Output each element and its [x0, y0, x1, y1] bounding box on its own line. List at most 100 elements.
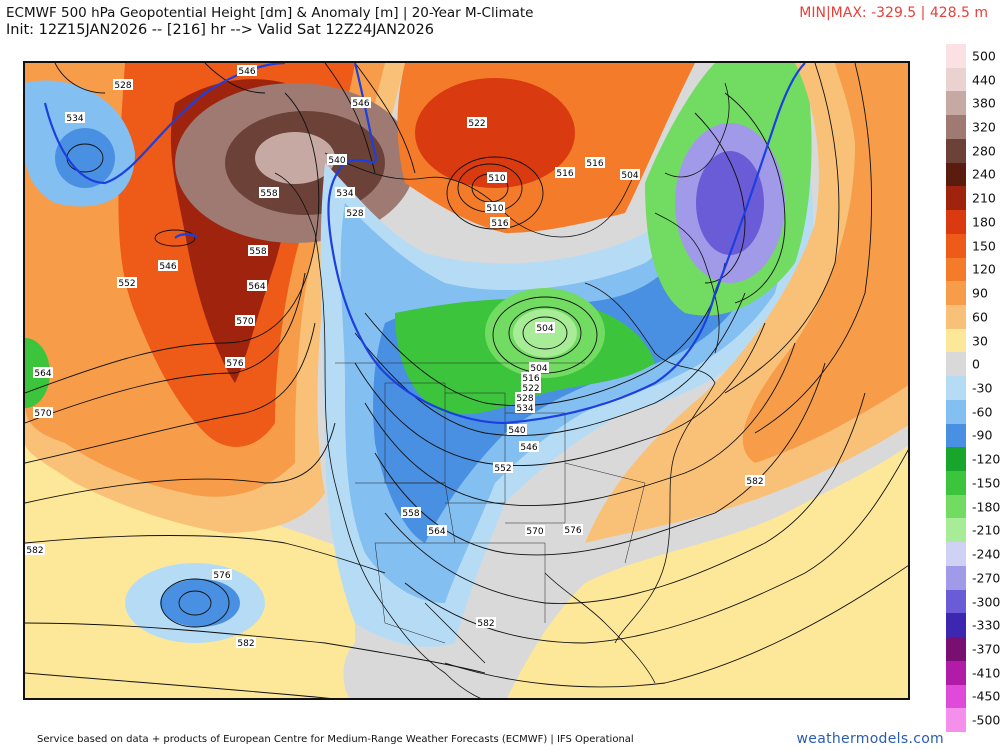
colorbar-tick-label: 280: [972, 143, 996, 159]
colorbar-swatch: [946, 518, 966, 543]
contour-label-bg: [236, 637, 256, 648]
contour-label: 576: [213, 571, 230, 581]
contour-label-bg: [158, 260, 178, 271]
contour-label-bg: [65, 112, 85, 123]
colorbar-swatch: [946, 423, 966, 448]
contour-label: 582: [26, 546, 43, 556]
colorbar-tick-label: -150: [972, 475, 1000, 491]
colorbar-swatch: [946, 162, 966, 187]
contour-label-bg: [467, 117, 487, 128]
contour-label-bg: [235, 315, 255, 326]
colorbar-swatch: [946, 684, 966, 709]
contour-labels: 5285465345405465585225165105165165045345…: [25, 65, 765, 649]
colorbar-swatch: [946, 637, 966, 662]
colorbar-swatch: [946, 471, 966, 496]
contour-label: 528: [114, 81, 131, 91]
colorbar-swatch: [946, 494, 966, 519]
contour-label-bg: [525, 525, 545, 536]
colorbar-swatch: [946, 257, 966, 282]
colorbar-tick-label: -300: [972, 594, 1000, 610]
colorbar-tick-label: 320: [972, 119, 996, 135]
contour-label: 528: [516, 394, 533, 404]
colorbar-swatch: [946, 376, 966, 401]
coastlines: [274, 82, 730, 698]
anomaly-zone-arctic-ridge-core: [415, 78, 575, 188]
contour-label-bg: [335, 187, 355, 198]
colorbar-tick-label: 180: [972, 214, 996, 230]
contour-label: 570: [236, 317, 253, 327]
colorbar-swatch: [946, 233, 966, 258]
contour-label: 582: [477, 619, 494, 629]
contour-label-bg: [345, 207, 365, 218]
contour-label: 516: [586, 159, 603, 169]
contour-label: 546: [352, 99, 369, 109]
contour-label-bg: [248, 245, 268, 256]
contour-label: 528: [346, 209, 363, 219]
contour-label: 540: [328, 156, 345, 166]
contour-label: 576: [226, 359, 243, 369]
colorbar-tick-label: 380: [972, 95, 996, 111]
contour-label-bg: [529, 362, 549, 373]
contour-label-bg: [493, 462, 513, 473]
anomaly-zone-gulf-yellow: [507, 445, 908, 698]
colorbar-tick-label: -500: [972, 712, 1000, 728]
contour-label-bg: [476, 617, 496, 628]
colorbar-tick-label: -60: [972, 404, 993, 420]
contour-label-bg: [33, 367, 53, 378]
colorbar-tick-label: -90: [972, 427, 993, 443]
contour-label-bg: [519, 441, 539, 452]
colorbar-swatch: [946, 186, 966, 211]
contour-label: 582: [746, 477, 763, 487]
colorbar-tick-label: -240: [972, 546, 1000, 562]
colorbar-swatch: [946, 447, 966, 472]
colorbar-swatch: [946, 660, 966, 686]
contour-label: 552: [118, 279, 135, 289]
contour-label-bg: [521, 372, 541, 383]
anomaly-zone-labrador-low-max: [696, 151, 764, 255]
low-center-label: 510: [488, 174, 505, 184]
colorbar-tick-label: 60: [972, 309, 988, 325]
contour-label: 504: [530, 364, 547, 374]
contour-label-bg: [485, 202, 505, 213]
colorbar-swatch: [946, 613, 966, 638]
colorbar-swatch: [946, 138, 966, 164]
contour-label: 546: [159, 262, 176, 272]
contour-label: 564: [34, 369, 51, 379]
colorbar-swatch: [946, 210, 966, 235]
colorbar-tick-label: -210: [972, 522, 1000, 538]
anomaly-zone-alaska-high-max: [255, 132, 335, 184]
anomaly-zone-central-pacific-low-core: [160, 579, 240, 627]
colorbar-tick-label: 210: [972, 190, 996, 206]
contour-label: 534: [336, 189, 353, 199]
contour-label-bg: [212, 569, 232, 580]
contour-label: 534: [516, 404, 533, 414]
colorbar-swatch: [946, 44, 966, 69]
contour-label-bg: [490, 217, 510, 228]
contour-label: 558: [249, 247, 266, 257]
colorbar-tick-label: -330: [972, 617, 1000, 633]
contour-label: 564: [248, 282, 265, 292]
contour-label: 516: [522, 374, 539, 384]
contour-label: 546: [520, 443, 537, 453]
colorbar-swatch: [946, 589, 966, 614]
source-attribution: Service based on data + products of Euro…: [37, 734, 634, 745]
map-panel: 528 546 534 540 546 558 522 516 510 516 516 504 534 5…: [23, 61, 910, 700]
contour-label-bg: [585, 157, 605, 168]
brand-link[interactable]: weathermodels.com: [796, 731, 944, 747]
contour-label-bg: [25, 544, 45, 555]
contour-label-bg: [515, 392, 535, 403]
contour-label: 522: [522, 384, 539, 394]
contour-label-bg: [401, 507, 421, 518]
contour-label: 546: [238, 67, 255, 77]
contour-label-bg: [521, 382, 541, 393]
colorbar-tick-label: -270: [972, 570, 1000, 586]
contour-label: 522: [468, 119, 485, 129]
contour-label-bg: [259, 187, 279, 198]
contour-label-bg: [563, 524, 583, 535]
contour-label-bg: [745, 475, 765, 486]
colorbar-tick-label: 30: [972, 333, 988, 349]
contour-label-bg: [555, 167, 575, 178]
contour-label-bg: [33, 407, 53, 418]
colorbar-tick-label: -450: [972, 688, 1000, 704]
colorbar-tick-label: 90: [972, 285, 988, 301]
